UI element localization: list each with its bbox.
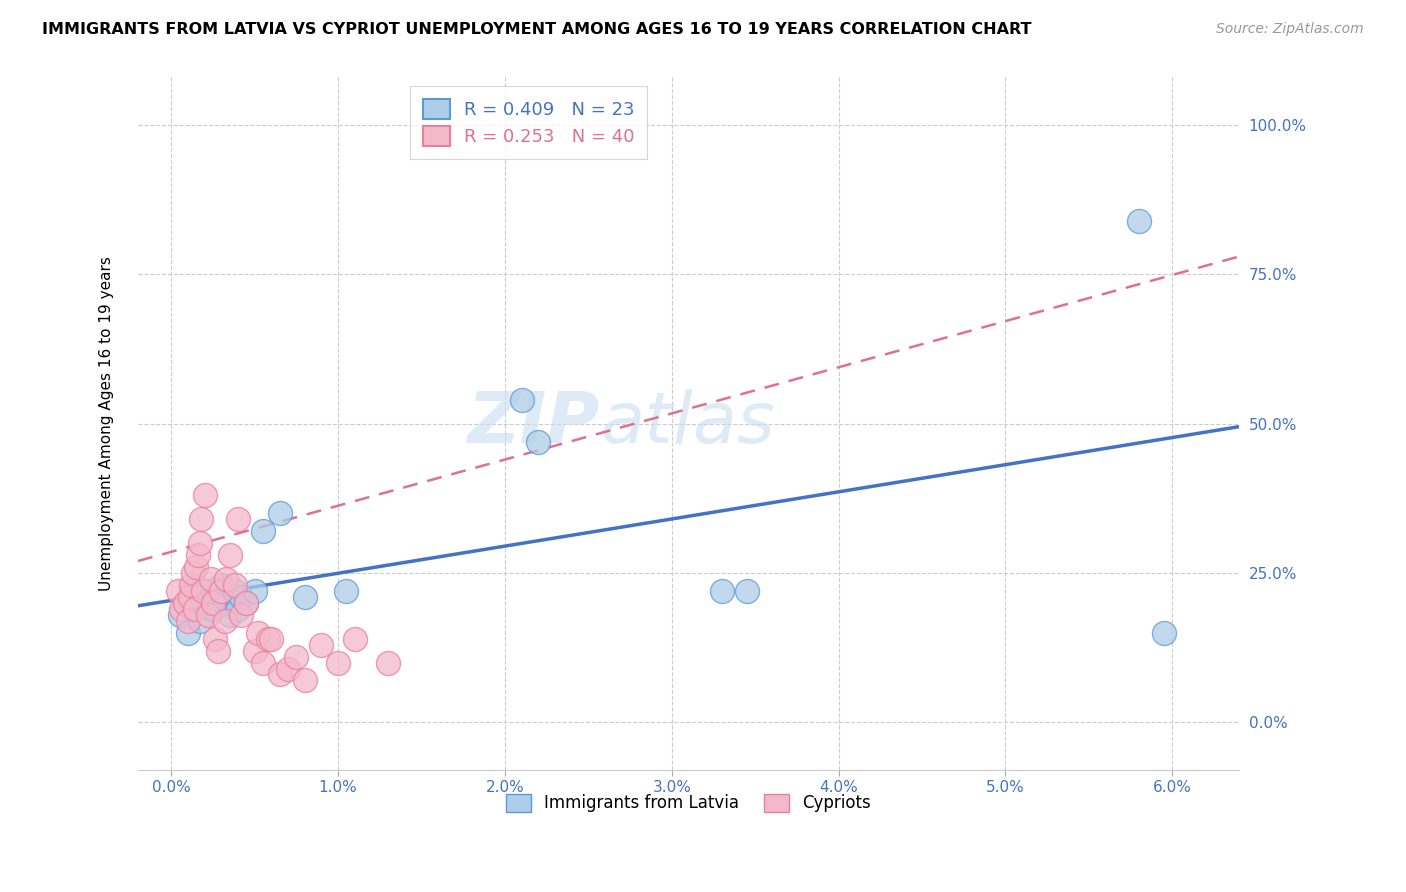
Point (260, 632, 283, 646)
Point (257, 632, 280, 646)
Point (188, 614, 211, 628)
Point (197, 607, 219, 622)
Point (180, 583, 202, 598)
Point (186, 590, 208, 604)
Point (226, 512, 249, 526)
Point (243, 583, 266, 598)
Point (218, 548, 240, 562)
Point (252, 656, 274, 670)
Point (181, 566, 204, 580)
Point (209, 578, 232, 592)
Point (231, 607, 253, 622)
Point (510, 392, 533, 407)
Point (197, 583, 219, 598)
Point (167, 583, 190, 598)
Point (207, 643, 229, 657)
Point (252, 524, 274, 538)
Point (285, 649, 308, 664)
Point (269, 667, 291, 681)
Point (200, 572, 222, 586)
Point (170, 602, 193, 616)
Point (735, 583, 758, 598)
Point (190, 512, 212, 526)
Point (194, 488, 217, 502)
Point (180, 578, 202, 592)
Point (169, 607, 191, 622)
Text: atlas: atlas (600, 389, 775, 458)
Point (269, 506, 291, 520)
Point (186, 560, 208, 574)
Point (218, 607, 240, 622)
Point (1153, 625, 1175, 640)
Point (194, 596, 217, 610)
Point (235, 596, 257, 610)
Point (247, 625, 270, 640)
Point (294, 590, 316, 604)
Point (204, 632, 226, 646)
Point (710, 583, 733, 598)
Point (202, 596, 225, 610)
Point (1128, 213, 1150, 227)
Legend: Immigrants from Latvia, Cypriots: Immigrants from Latvia, Cypriots (494, 782, 883, 824)
Point (343, 632, 366, 646)
Point (214, 596, 236, 610)
Point (294, 673, 316, 688)
Point (335, 583, 357, 598)
Point (231, 590, 253, 604)
Y-axis label: Unemployment Among Ages 16 to 19 years: Unemployment Among Ages 16 to 19 years (100, 256, 114, 591)
Point (183, 602, 205, 616)
Point (173, 596, 195, 610)
Point (235, 596, 257, 610)
Text: IMMIGRANTS FROM LATVIA VS CYPRIOT UNEMPLOYMENT AMONG AGES 16 TO 19 YEARS CORRELA: IMMIGRANTS FROM LATVIA VS CYPRIOT UNEMPL… (42, 22, 1032, 37)
Point (224, 583, 246, 598)
Point (377, 656, 399, 670)
Point (226, 602, 249, 616)
Point (277, 661, 299, 675)
Point (209, 583, 232, 598)
Point (215, 572, 238, 586)
Point (202, 602, 225, 616)
Point (224, 578, 246, 592)
Point (177, 614, 200, 628)
Point (188, 536, 211, 550)
Point (527, 434, 550, 449)
Text: Source: ZipAtlas.com: Source: ZipAtlas.com (1216, 22, 1364, 37)
Point (179, 590, 201, 604)
Point (181, 602, 204, 616)
Point (191, 583, 214, 598)
Point (328, 656, 350, 670)
Text: ZIP: ZIP (468, 389, 600, 458)
Point (205, 590, 228, 604)
Point (173, 596, 195, 610)
Point (214, 614, 236, 628)
Point (311, 638, 333, 652)
Point (243, 643, 266, 657)
Point (177, 625, 200, 640)
Point (187, 548, 209, 562)
